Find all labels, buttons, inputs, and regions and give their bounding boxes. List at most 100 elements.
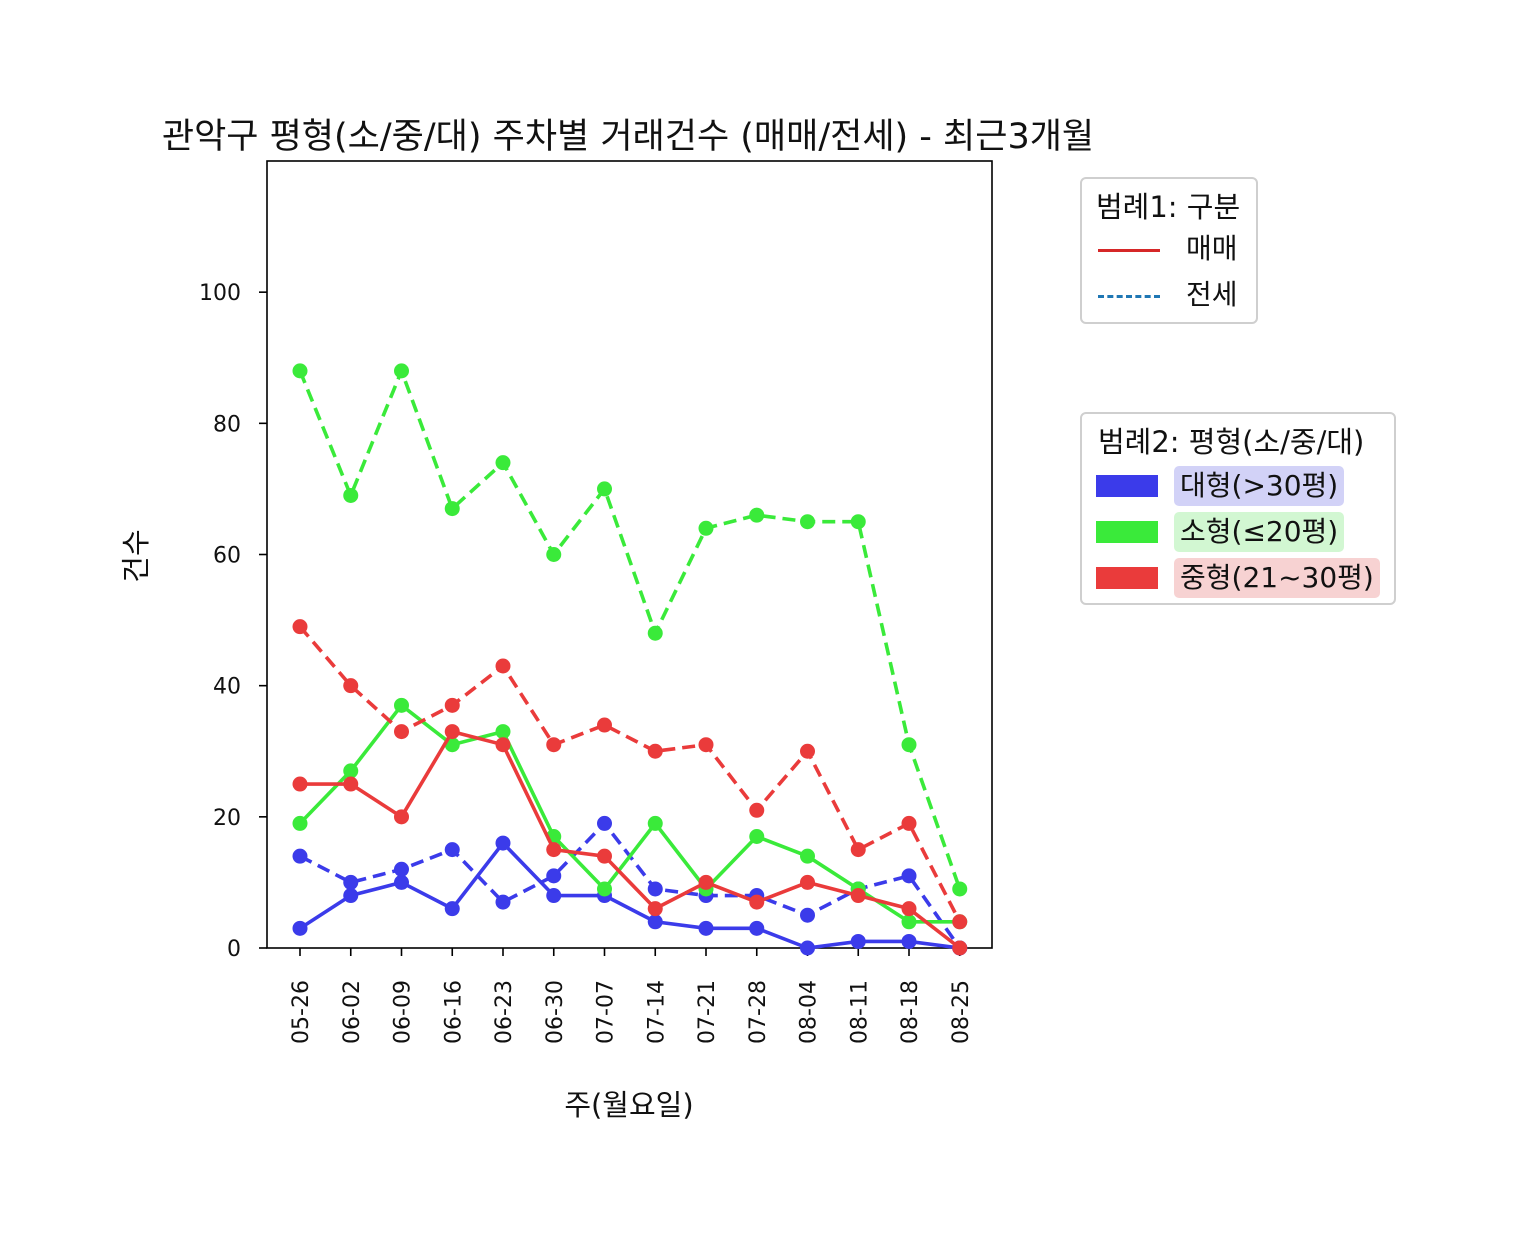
data-point-0-7 [647, 914, 663, 930]
x-tick-label: 06-02 [340, 980, 365, 1044]
series-line-0 [299, 841, 960, 950]
data-point-2-10 [800, 848, 815, 864]
legend-item-large: 대형(>30평) [1096, 466, 1386, 506]
data-point-3-9 [749, 507, 765, 523]
legend-size-title: 범례2: 평형(소/중/대) [1098, 425, 1365, 459]
data-point-4-7 [647, 901, 663, 917]
x-tick-label: 07-28 [746, 980, 771, 1044]
legend-small-label: 소형(≤20평) [1174, 512, 1345, 552]
y-tick-label: 0 [227, 937, 241, 962]
data-point-5-3 [444, 697, 460, 713]
legend-small-swatch [1096, 521, 1158, 543]
data-point-1-10 [800, 907, 815, 923]
x-tick-label: 07-14 [644, 980, 669, 1044]
data-point-3-5 [546, 547, 562, 562]
data-point-1-1 [343, 874, 359, 890]
legend-type-title: 범례1: 구분 [1096, 190, 1241, 224]
data-point-5-0 [292, 619, 308, 635]
legend-medium-label: 중형(21~30평) [1174, 558, 1380, 598]
data-point-4-4 [495, 737, 511, 753]
data-point-0-9 [749, 920, 765, 936]
data-point-0-5 [546, 888, 562, 904]
data-point-4-12 [901, 901, 917, 917]
data-point-5-2 [394, 724, 409, 740]
data-point-1-3 [444, 842, 460, 858]
data-point-2-6 [597, 881, 612, 897]
y-tick-label: 20 [213, 806, 241, 831]
data-point-4-6 [597, 848, 612, 864]
data-point-4-11 [850, 888, 866, 904]
data-point-5-6 [597, 717, 612, 733]
y-tick-label: 40 [213, 675, 241, 700]
legend-type: 범례1: 구분 매매 전세 [1080, 177, 1258, 324]
data-point-2-1 [343, 763, 359, 779]
data-point-4-9 [749, 894, 765, 910]
x-tick-label: 06-16 [441, 980, 466, 1044]
data-point-5-4 [495, 658, 511, 674]
plot-frame [266, 160, 993, 949]
data-point-3-12 [901, 737, 917, 753]
legend-jeonse-label: 전세 [1186, 278, 1238, 311]
legend-size: 범례2: 평형(소/중/대) 대형(>30평) 소형(≤20평) 중형(21~3… [1080, 412, 1396, 605]
data-point-4-3 [444, 724, 460, 740]
legend-item-jeonse: 전세 [1098, 275, 1248, 315]
data-point-5-13 [952, 914, 968, 930]
data-point-2-0 [292, 815, 308, 831]
legend-large-label: 대형(>30평) [1174, 466, 1345, 506]
data-point-2-7 [647, 815, 663, 831]
legend-sale-line [1098, 249, 1160, 252]
data-point-3-4 [495, 455, 511, 471]
x-tick-label: 05-26 [289, 980, 314, 1044]
y-tick-label: 80 [213, 412, 241, 437]
x-tick-label: 08-04 [797, 980, 822, 1044]
data-point-3-10 [800, 514, 815, 530]
data-point-4-2 [394, 809, 409, 825]
y-tick-label: 100 [199, 281, 241, 306]
data-point-2-4 [495, 724, 511, 740]
data-point-0-11 [850, 933, 866, 949]
data-point-1-7 [647, 881, 663, 897]
data-point-2-12 [901, 914, 917, 930]
legend-large-swatch [1096, 475, 1158, 497]
data-point-5-8 [698, 737, 714, 753]
data-point-5-11 [850, 842, 866, 858]
data-point-4-1 [343, 776, 359, 792]
legend-item-medium: 중형(21~30평) [1096, 558, 1386, 598]
data-point-5-9 [749, 802, 765, 818]
data-point-0-3 [444, 901, 460, 917]
series-line-2 [298, 703, 960, 924]
data-point-0-8 [698, 920, 714, 936]
data-point-4-0 [292, 776, 308, 792]
series-line-4 [300, 729, 961, 950]
data-point-3-3 [444, 501, 460, 517]
x-tick-label: 06-30 [543, 980, 568, 1044]
data-point-3-11 [850, 514, 866, 530]
data-point-5-1 [343, 678, 359, 694]
series-line-3 [298, 369, 962, 890]
data-point-5-7 [647, 743, 663, 759]
data-point-3-2 [394, 363, 409, 379]
x-tick-label: 08-25 [949, 980, 974, 1044]
data-point-3-1 [343, 487, 359, 503]
legend-jeonse-line [1098, 295, 1160, 298]
data-point-0-10 [800, 940, 815, 956]
data-point-1-0 [292, 848, 308, 864]
y-axis-label: 건수 [119, 529, 153, 582]
chart-title: 관악구 평형(소/중/대) 주차별 거래건수 (매매/전세) - 최근3개월 [162, 117, 1094, 157]
data-point-3-6 [597, 481, 612, 497]
legend-sale-label: 매매 [1186, 232, 1238, 265]
plot-area: 0 20 40 60 80 100 05-26 06-02 06-09 06-16 06-23 06-… [199, 160, 993, 1044]
data-point-5-10 [800, 743, 815, 759]
data-point-3-8 [698, 520, 714, 536]
data-point-1-6 [597, 815, 612, 831]
data-point-0-2 [394, 874, 409, 890]
data-point-5-12 [901, 815, 917, 831]
data-point-3-0 [292, 363, 308, 379]
data-point-4-10 [800, 874, 815, 890]
data-point-3-13 [952, 881, 968, 897]
x-axis-label: 주(월요일) [564, 1088, 693, 1122]
legend-medium-swatch [1096, 567, 1158, 589]
x-tick-label: 07-07 [594, 980, 619, 1044]
data-point-4-13 [952, 940, 968, 956]
